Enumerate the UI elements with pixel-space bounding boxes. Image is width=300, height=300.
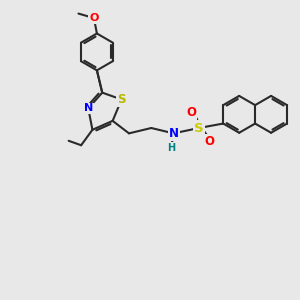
Text: O: O xyxy=(186,106,197,119)
Text: O: O xyxy=(204,135,214,148)
Text: N: N xyxy=(84,103,93,113)
Text: S: S xyxy=(117,93,126,106)
Text: O: O xyxy=(89,13,99,23)
Text: H: H xyxy=(167,142,175,153)
Text: S: S xyxy=(194,122,204,134)
Text: N: N xyxy=(169,127,178,140)
